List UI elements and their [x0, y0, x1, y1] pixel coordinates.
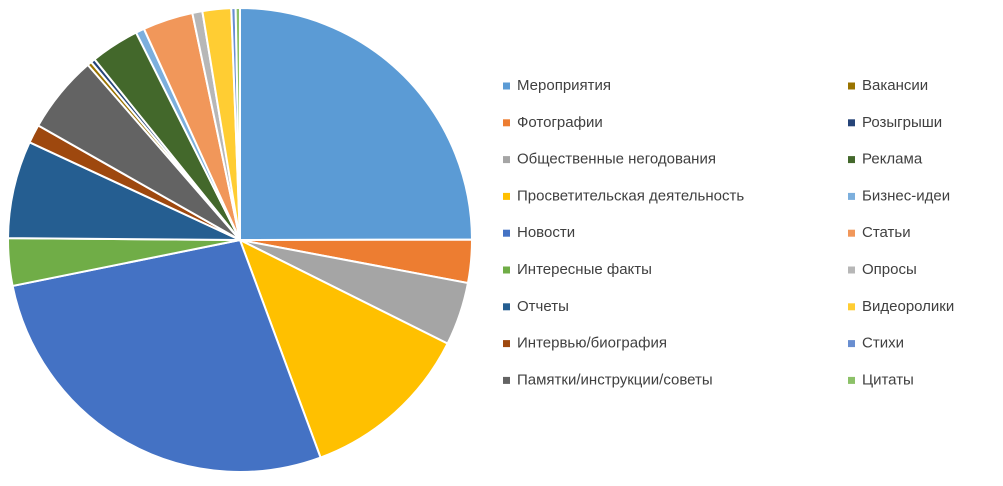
legend-marker [848, 266, 855, 274]
legend-label: Стихи [862, 335, 904, 352]
legend-label: Реклама [862, 151, 923, 168]
legend-marker [503, 229, 510, 237]
legend-marker [848, 156, 855, 164]
legend-label: Просветительская деятельность [517, 187, 744, 204]
legend-label: Интервью/биография [517, 335, 667, 352]
legend-marker [503, 119, 510, 127]
legend-label: Бизнес-идеи [862, 187, 950, 204]
legend-marker [848, 303, 855, 311]
legend-label: Мероприятия [517, 77, 611, 94]
legend-label: Новости [517, 224, 575, 241]
legend-marker [503, 156, 510, 164]
pie-slice [239, 6, 474, 242]
legend-marker [848, 82, 855, 90]
pie-slice [238, 237, 449, 459]
legend-label: Интересные факты [517, 261, 652, 278]
legend-label: Статьи [862, 224, 911, 241]
legend-label: Вакансии [862, 77, 928, 94]
legend-marker [848, 229, 855, 237]
legend-marker [503, 266, 510, 274]
legend-marker [848, 192, 855, 200]
legend-label: Цитаты [862, 371, 914, 388]
legend-marker [503, 303, 510, 311]
legend-label: Фотографии [517, 114, 603, 131]
legend-marker [503, 376, 510, 384]
legend-label: Розыгрыши [862, 114, 942, 131]
legend-marker [848, 340, 855, 348]
legend-marker [503, 340, 510, 348]
legend-marker [503, 192, 510, 200]
legend-label: Видеоролики [862, 298, 954, 315]
pie-slice [11, 238, 322, 473]
legend-label: Общественные негодования [517, 151, 716, 168]
legend-label: Отчеты [517, 298, 569, 315]
legend-label: Памятки/инструкции/советы [517, 371, 713, 388]
legend-marker [503, 82, 510, 90]
legend-marker [848, 376, 855, 384]
legend-label: Опросы [862, 261, 917, 278]
pie-slice [234, 6, 241, 241]
legend-marker [848, 119, 855, 127]
